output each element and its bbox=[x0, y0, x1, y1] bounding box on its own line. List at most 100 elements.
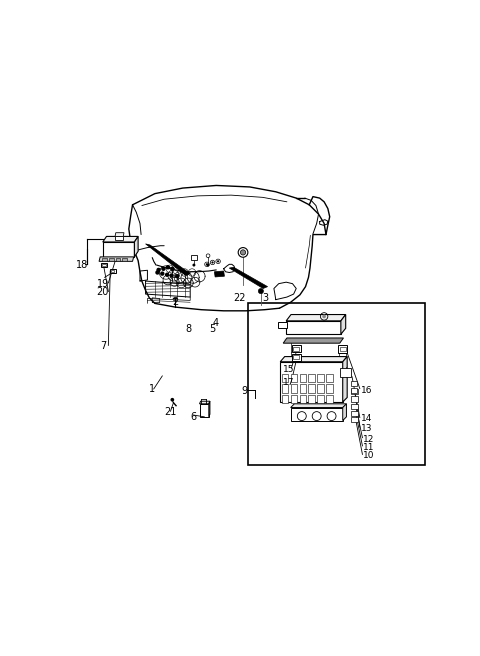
Bar bbox=[309, 374, 315, 382]
Circle shape bbox=[240, 250, 246, 255]
Bar bbox=[309, 384, 315, 393]
Text: 9: 9 bbox=[241, 386, 248, 396]
Polygon shape bbox=[115, 233, 124, 236]
Bar bbox=[293, 347, 299, 350]
Bar bbox=[290, 374, 297, 382]
Polygon shape bbox=[200, 401, 210, 404]
Circle shape bbox=[167, 266, 169, 269]
Polygon shape bbox=[290, 404, 347, 407]
Bar bbox=[351, 389, 359, 394]
Bar bbox=[300, 395, 306, 403]
Text: 7: 7 bbox=[100, 341, 107, 351]
Polygon shape bbox=[229, 267, 267, 289]
Circle shape bbox=[161, 272, 164, 275]
Text: 22: 22 bbox=[233, 293, 246, 303]
Bar bbox=[350, 381, 357, 386]
Circle shape bbox=[156, 271, 159, 274]
Circle shape bbox=[217, 260, 219, 262]
Bar bbox=[282, 395, 288, 403]
Bar bbox=[317, 395, 324, 403]
Text: 5: 5 bbox=[210, 325, 216, 335]
Polygon shape bbox=[99, 257, 133, 261]
Circle shape bbox=[322, 314, 326, 318]
Circle shape bbox=[176, 275, 179, 277]
Bar bbox=[110, 268, 116, 274]
Polygon shape bbox=[103, 236, 138, 242]
Polygon shape bbox=[280, 357, 347, 362]
Text: 21: 21 bbox=[164, 407, 177, 417]
Bar bbox=[290, 384, 297, 393]
Bar bbox=[116, 258, 120, 260]
Text: 18: 18 bbox=[76, 260, 88, 270]
Circle shape bbox=[206, 263, 208, 266]
Bar bbox=[248, 303, 424, 465]
Text: 10: 10 bbox=[363, 451, 375, 461]
Bar bbox=[326, 395, 333, 403]
Text: 15: 15 bbox=[283, 365, 295, 374]
Bar bbox=[351, 411, 359, 416]
Polygon shape bbox=[341, 314, 346, 335]
Polygon shape bbox=[103, 242, 134, 257]
Text: 13: 13 bbox=[360, 424, 372, 433]
Bar bbox=[282, 384, 288, 393]
Circle shape bbox=[170, 398, 174, 401]
Text: 3: 3 bbox=[263, 293, 269, 303]
Bar bbox=[111, 270, 115, 272]
Text: 19: 19 bbox=[96, 279, 108, 289]
Bar bbox=[300, 374, 306, 382]
Bar bbox=[326, 374, 333, 382]
Bar bbox=[300, 384, 306, 393]
Bar bbox=[338, 346, 347, 353]
Circle shape bbox=[170, 274, 173, 277]
Text: 6: 6 bbox=[190, 412, 196, 422]
Text: 8: 8 bbox=[186, 325, 192, 335]
Bar bbox=[292, 354, 300, 361]
Polygon shape bbox=[277, 322, 287, 327]
Bar bbox=[351, 404, 359, 409]
Circle shape bbox=[157, 268, 160, 272]
Bar bbox=[122, 258, 127, 260]
Text: 1: 1 bbox=[148, 384, 155, 394]
Bar bbox=[102, 264, 106, 266]
Text: 4: 4 bbox=[213, 318, 219, 328]
Circle shape bbox=[206, 264, 210, 266]
Circle shape bbox=[192, 264, 195, 266]
Polygon shape bbox=[343, 404, 347, 420]
Bar bbox=[340, 347, 346, 351]
Text: 20: 20 bbox=[96, 287, 109, 297]
Bar bbox=[317, 374, 324, 382]
Bar bbox=[290, 395, 297, 403]
Polygon shape bbox=[215, 271, 225, 277]
Bar bbox=[351, 417, 359, 422]
Circle shape bbox=[166, 274, 168, 276]
Text: 11: 11 bbox=[363, 443, 375, 452]
Polygon shape bbox=[145, 244, 190, 276]
Bar bbox=[292, 346, 300, 352]
Polygon shape bbox=[290, 407, 343, 420]
Polygon shape bbox=[200, 404, 209, 417]
Bar bbox=[101, 263, 107, 267]
Circle shape bbox=[162, 267, 165, 270]
Bar bbox=[293, 356, 299, 359]
Bar bbox=[340, 367, 351, 377]
Polygon shape bbox=[283, 338, 344, 343]
Bar bbox=[282, 374, 288, 382]
Bar bbox=[109, 258, 114, 260]
Text: 16: 16 bbox=[360, 386, 372, 394]
Polygon shape bbox=[134, 236, 138, 257]
Bar bbox=[102, 258, 107, 260]
Polygon shape bbox=[286, 314, 346, 321]
Bar bbox=[309, 395, 315, 403]
Bar bbox=[326, 384, 333, 393]
Polygon shape bbox=[115, 236, 123, 240]
Polygon shape bbox=[286, 321, 341, 335]
Text: 12: 12 bbox=[363, 435, 374, 443]
Text: 2: 2 bbox=[172, 297, 179, 307]
Text: 14: 14 bbox=[360, 414, 372, 423]
Polygon shape bbox=[280, 362, 343, 402]
Circle shape bbox=[171, 267, 174, 270]
Circle shape bbox=[258, 289, 264, 294]
Polygon shape bbox=[209, 401, 210, 417]
Bar bbox=[351, 396, 359, 401]
Bar bbox=[350, 388, 357, 393]
